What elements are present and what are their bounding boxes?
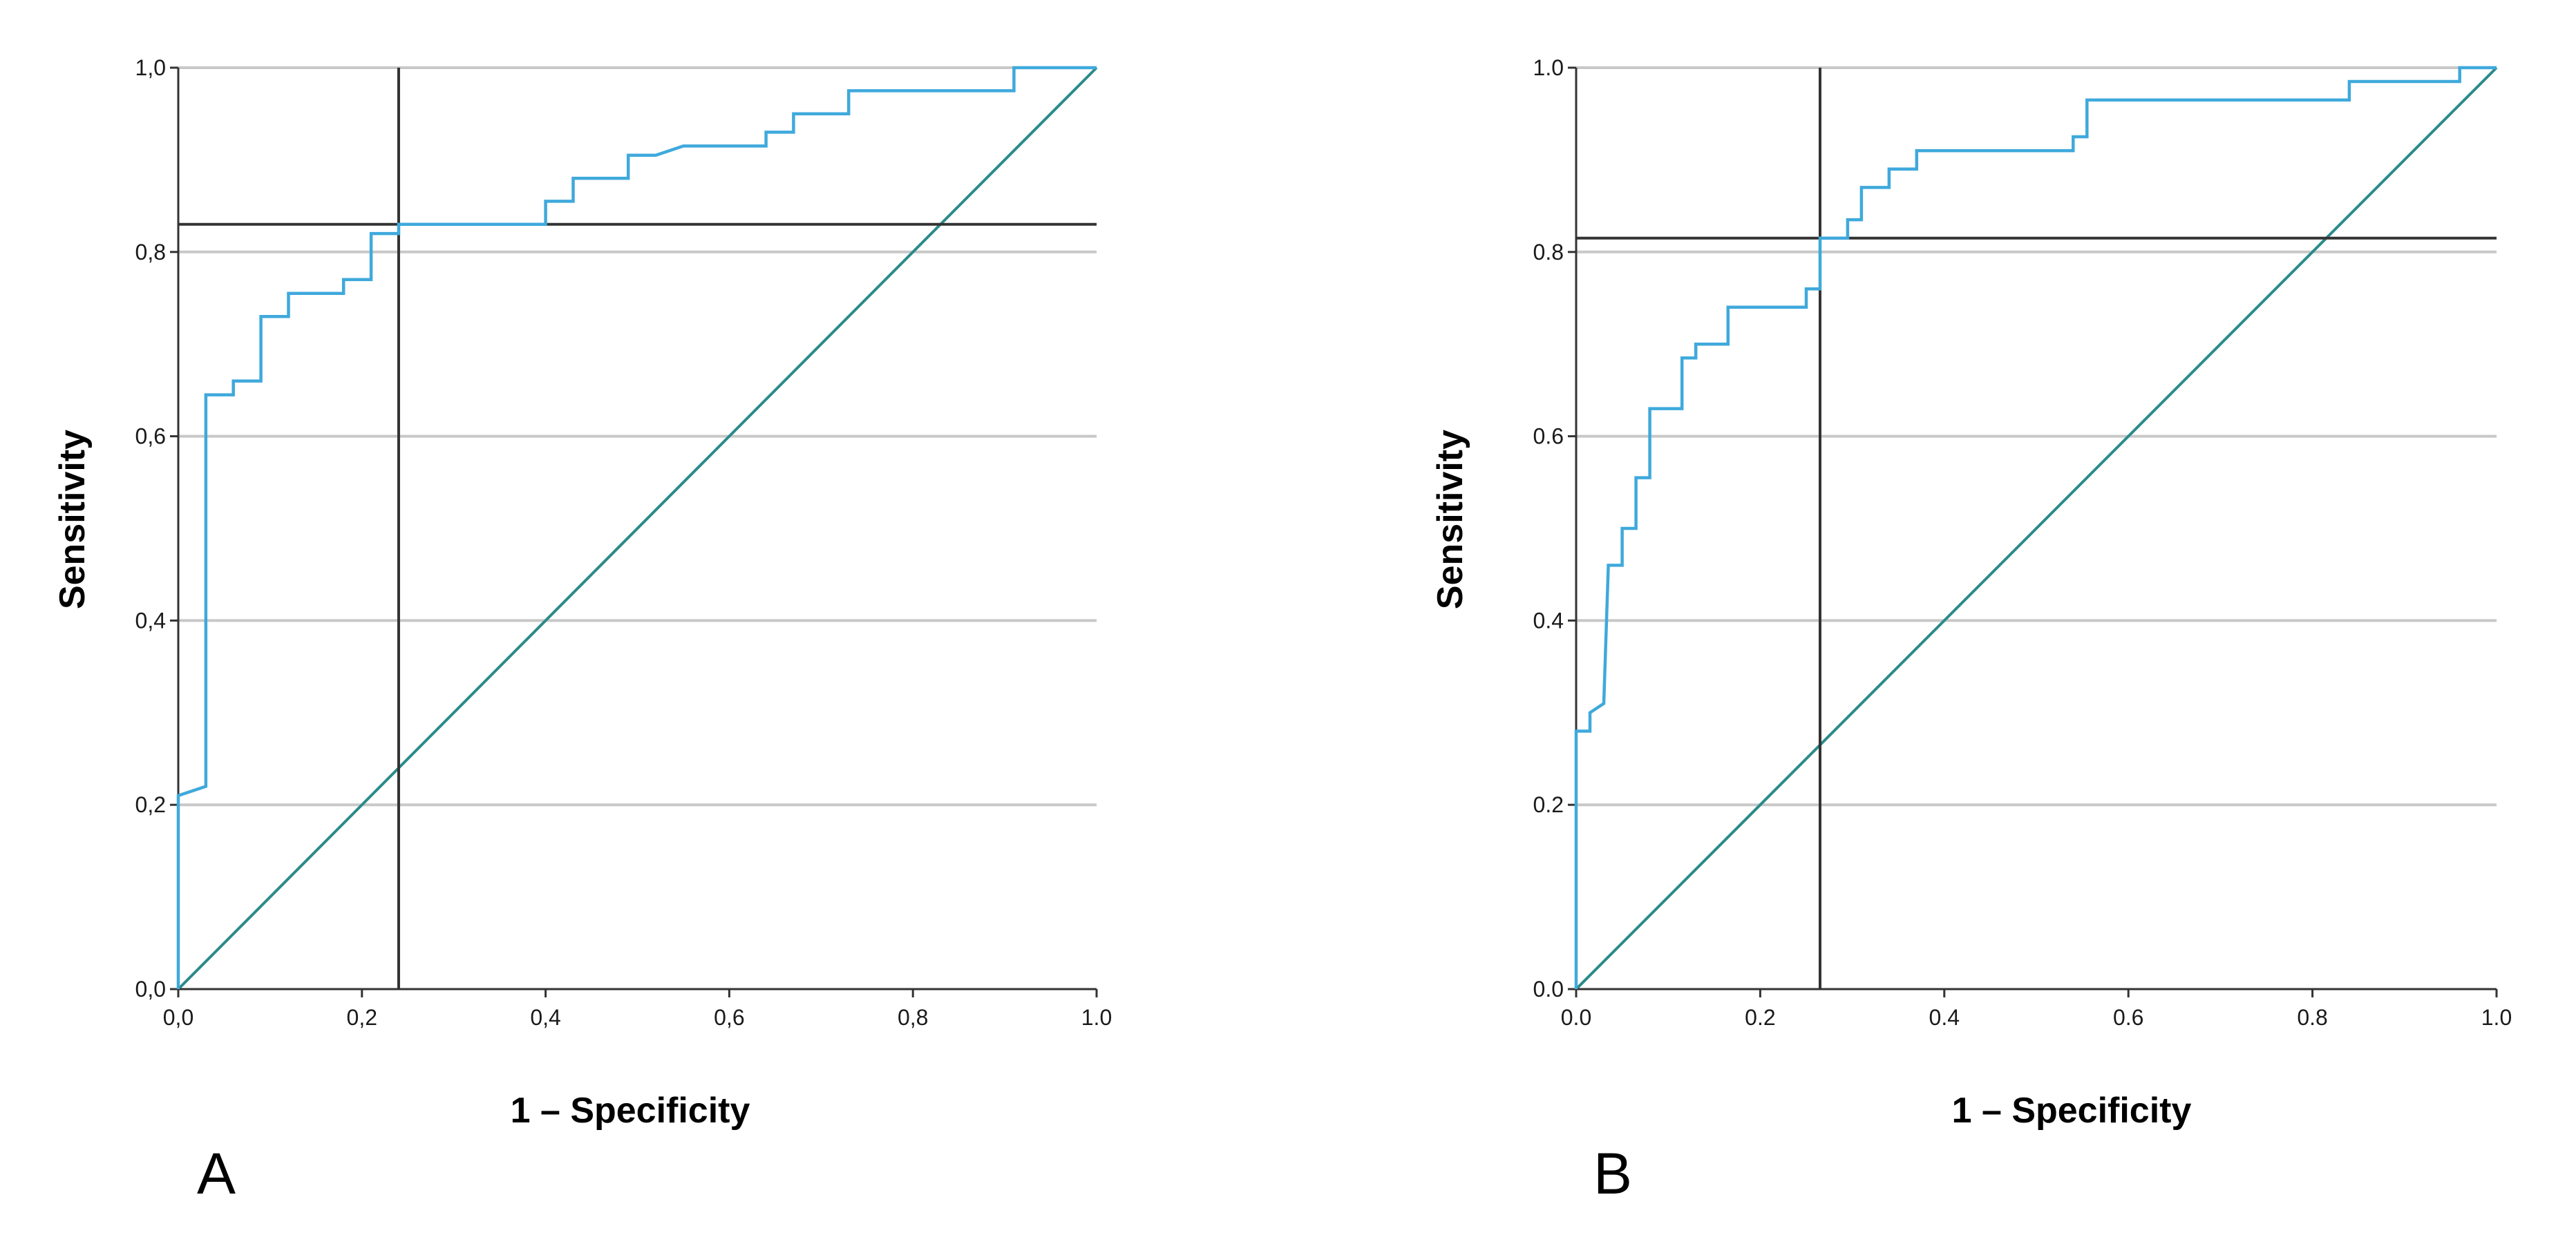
y-tick-label: 1,0 <box>135 55 166 80</box>
y-tick-label: 0.6 <box>1533 424 1564 449</box>
y-tick-labels: 0.0 0.2 0.4 0.6 0.8 1.0 <box>1533 55 1564 1002</box>
x-tick-label: 0,6 <box>714 1005 744 1030</box>
y-axis-title: Sensitivity <box>53 430 93 609</box>
x-tick-label: 1.0 <box>2481 1005 2512 1030</box>
grid-lines <box>1576 66 2497 807</box>
x-tick-label: 0,0 <box>163 1005 193 1030</box>
x-tick-labels: 0,0 0,2 0,4 0,6 0,8 1.0 <box>163 1005 1112 1030</box>
panel-label: B <box>1593 1141 1632 1206</box>
x-tick-label: 0,2 <box>347 1005 377 1030</box>
y-tick-labels: 0,0 0,2 0,4 0,6 0,8 1,0 <box>135 55 166 1002</box>
y-tick-label: 0.4 <box>1533 608 1564 633</box>
x-tick-label: 1.0 <box>1081 1005 1112 1030</box>
x-tick-label: 0.4 <box>1929 1005 1960 1030</box>
y-tick-label: 0,6 <box>135 424 166 449</box>
panel-label: A <box>197 1141 236 1206</box>
reference-line <box>177 66 1098 990</box>
cutoff-lines <box>178 68 1097 989</box>
grid-lines <box>178 66 1097 807</box>
y-tick-label: 1.0 <box>1533 55 1564 80</box>
roc-curve-group <box>1574 66 2497 989</box>
x-tick-label: 0.0 <box>1561 1005 1591 1030</box>
x-axis-title: 1 – Specificity <box>1952 1091 2192 1131</box>
roc-panel-a: 0,0 0,2 0,4 0,6 0,8 1.0 0,0 0,2 0,4 0,6 … <box>53 55 1112 1206</box>
y-axis-title: Sensitivity <box>1430 430 1470 609</box>
x-tick-label: 0.8 <box>2297 1005 2327 1030</box>
y-tick-label: 0.2 <box>1533 792 1564 817</box>
y-tick-label: 0,2 <box>135 792 166 817</box>
x-axis-title: 1 – Specificity <box>511 1091 750 1131</box>
x-tick-label: 0.2 <box>1745 1005 1775 1030</box>
roc-panel-b: 0.0 0.2 0.4 0.6 0.8 1.0 0.0 0.2 0.4 0.6 … <box>1430 55 2512 1206</box>
x-tick-labels: 0.0 0.2 0.4 0.6 0.8 1.0 <box>1561 1005 2512 1030</box>
reference-line-group <box>177 66 1098 990</box>
x-tick-label: 0.6 <box>2113 1005 2143 1030</box>
roc-curve <box>176 66 1097 989</box>
y-tick-label: 0,8 <box>135 240 166 265</box>
roc-curve-group <box>176 66 1097 989</box>
y-tick-label: 0,4 <box>135 608 166 633</box>
x-tick-label: 0,4 <box>530 1005 560 1030</box>
cutoff-lines <box>1576 68 2497 989</box>
reference-line-group <box>1575 66 2498 990</box>
reference-line <box>1575 66 2498 990</box>
x-tick-label: 0,8 <box>898 1005 928 1030</box>
roc-curve <box>1574 66 2497 989</box>
y-tick-label: 0.8 <box>1533 240 1564 265</box>
y-tick-label: 0.0 <box>1533 977 1564 1002</box>
y-tick-label: 0,0 <box>135 977 166 1002</box>
